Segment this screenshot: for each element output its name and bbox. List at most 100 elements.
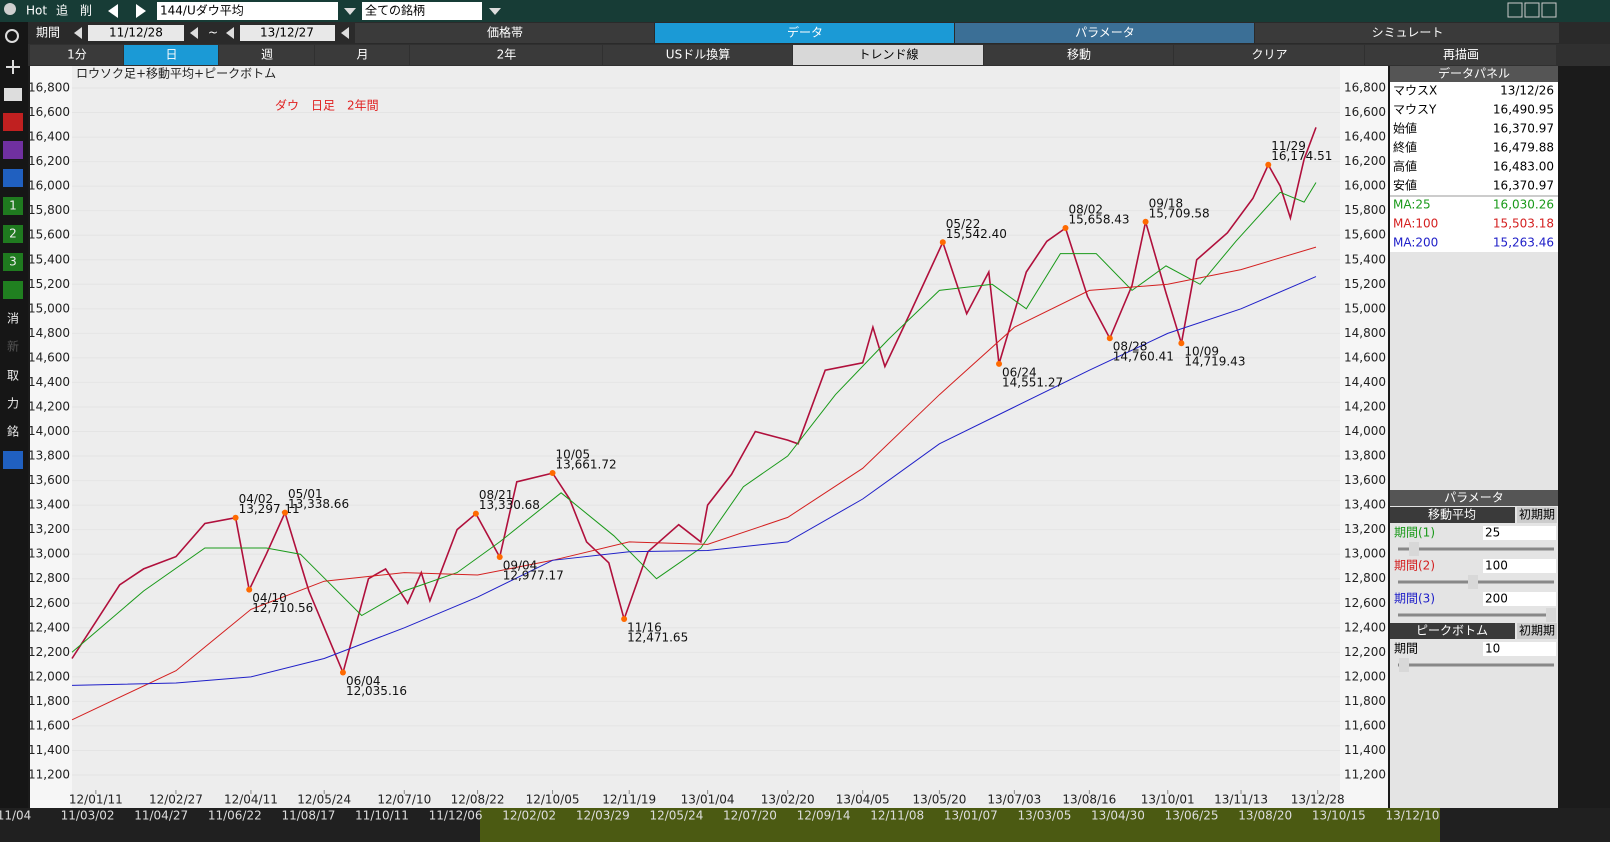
label[interactable]: USドル換算 [666, 47, 730, 62]
button[interactable] [315, 45, 409, 65]
label[interactable]: パラメータ [1075, 26, 1135, 40]
flag-icon[interactable] [3, 169, 23, 187]
label[interactable]: Hot [26, 4, 47, 18]
label: 12/07/20 [723, 809, 777, 823]
button[interactable] [1174, 45, 1364, 65]
slider-thumb[interactable] [1409, 542, 1419, 556]
label[interactable]: 月 [356, 48, 368, 62]
window-btn[interactable] [1541, 2, 1557, 18]
dropdown[interactable] [344, 8, 356, 15]
label[interactable]: 日 [165, 48, 177, 62]
tab[interactable] [655, 23, 954, 43]
button[interactable] [30, 45, 123, 65]
button[interactable] [603, 45, 792, 65]
y-tick-label: 15,200 [28, 277, 70, 291]
y-tick-label: 12,400 [28, 620, 70, 634]
label: 11/10/11 [355, 809, 409, 823]
label: 11/04/27 [134, 809, 188, 823]
value-box[interactable] [1483, 592, 1556, 606]
label[interactable]: 2年 [497, 48, 517, 62]
tool-btn[interactable] [3, 225, 23, 243]
label: 12/11/08 [870, 809, 924, 823]
label[interactable]: 初期期 [1519, 624, 1555, 638]
button[interactable] [124, 45, 218, 65]
label: 11/06/22 [208, 809, 262, 823]
value-box[interactable] [1483, 526, 1556, 540]
annotation-date: 11/16 [627, 620, 662, 634]
annotation-value: 14,760.41 [1113, 350, 1174, 364]
label[interactable]: シミュレート [1372, 26, 1444, 40]
label[interactable]: トレンド線 [858, 47, 918, 62]
window-btn[interactable] [1524, 2, 1540, 18]
scroller-thumb[interactable] [480, 808, 1440, 842]
label[interactable]: 削 [80, 4, 92, 18]
gear-icon[interactable] [3, 451, 23, 469]
date-box[interactable] [88, 25, 184, 41]
prev-icon[interactable] [108, 4, 118, 18]
label[interactable]: 週 [261, 48, 273, 62]
plus-icon[interactable] [6, 60, 20, 74]
label[interactable]: 移動 [1067, 48, 1091, 62]
search-icon[interactable] [5, 29, 19, 43]
tool-btn[interactable] [3, 253, 23, 271]
window-btn[interactable] [1507, 2, 1523, 18]
universe-box[interactable] [362, 2, 482, 20]
bulb-icon[interactable] [4, 3, 16, 15]
annotation-date: 09/04 [503, 558, 538, 572]
value-box[interactable] [1483, 559, 1556, 573]
next-icon[interactable] [136, 4, 146, 18]
button[interactable] [793, 45, 983, 65]
arrow[interactable] [190, 27, 198, 39]
button[interactable] [1365, 45, 1556, 65]
y-tick-label: 16,600 [28, 105, 70, 119]
y-tick-label: 11,800 [28, 694, 70, 708]
label: マウスX [1393, 84, 1437, 98]
label[interactable]: 1 [9, 199, 17, 213]
y-tick-label: 14,600 [28, 350, 70, 364]
panel-table [1390, 82, 1558, 252]
x-tick-label: 12/02/27 [149, 793, 203, 807]
slider-thumb[interactable] [1468, 575, 1478, 589]
tab[interactable] [355, 23, 654, 43]
label[interactable]: データ [787, 25, 823, 40]
tool-btn[interactable] [3, 197, 23, 215]
slider-thumb[interactable] [1399, 658, 1409, 672]
label[interactable]: 消 [7, 312, 19, 326]
y-tick-label: 13,800 [1344, 449, 1386, 463]
label[interactable]: 取 [7, 369, 19, 383]
label[interactable]: 新 [7, 339, 19, 354]
label[interactable]: 銘 [7, 424, 19, 439]
arrow[interactable] [74, 27, 82, 39]
dropdown[interactable] [489, 8, 501, 15]
label[interactable]: 2 [9, 227, 17, 241]
slider-thumb[interactable] [1546, 608, 1556, 622]
label[interactable]: 1分 [67, 48, 87, 62]
button[interactable] [410, 45, 602, 65]
chart-title: ロウソク足+移動平均+ピークボトム [76, 67, 276, 81]
star-icon[interactable] [3, 281, 23, 299]
label[interactable]: 再描画 [1443, 48, 1479, 62]
peak-marker [1178, 340, 1185, 347]
y-tick-label: 16,000 [1344, 179, 1386, 193]
tab[interactable] [955, 23, 1254, 43]
chart-icon[interactable] [3, 113, 23, 131]
label[interactable]: 価格帯 [487, 25, 523, 40]
label[interactable]: 追 [56, 3, 68, 18]
peak-marker [549, 469, 556, 476]
reset-btn[interactable] [1517, 507, 1557, 523]
label[interactable]: クリア [1251, 48, 1287, 62]
camera-icon[interactable] [4, 88, 22, 101]
button[interactable] [219, 45, 314, 65]
label[interactable]: 3 [9, 255, 17, 269]
symbol-box[interactable] [157, 2, 338, 20]
value-box[interactable] [1483, 642, 1556, 656]
date-box[interactable] [240, 25, 335, 41]
label[interactable]: 初期期 [1519, 508, 1555, 522]
tab[interactable] [1255, 23, 1559, 43]
reset-btn[interactable] [1517, 623, 1557, 639]
arrow[interactable] [341, 27, 349, 39]
arrow[interactable] [226, 27, 234, 39]
chart-icon[interactable] [3, 141, 23, 159]
label[interactable]: 力 [7, 397, 19, 411]
button[interactable] [984, 45, 1173, 65]
